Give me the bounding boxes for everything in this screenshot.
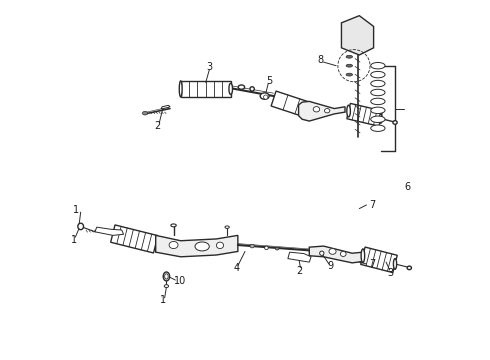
Polygon shape [111, 225, 158, 253]
Text: 6: 6 [404, 182, 411, 192]
Ellipse shape [371, 116, 385, 122]
Ellipse shape [371, 125, 385, 131]
Text: 7: 7 [368, 259, 375, 269]
Ellipse shape [346, 73, 352, 76]
Ellipse shape [361, 249, 365, 262]
Ellipse shape [264, 95, 268, 99]
Polygon shape [95, 227, 123, 235]
Polygon shape [156, 235, 238, 257]
Ellipse shape [260, 93, 269, 99]
Polygon shape [361, 247, 397, 273]
Text: 2: 2 [296, 266, 303, 276]
Ellipse shape [169, 242, 178, 249]
Ellipse shape [346, 55, 352, 58]
Ellipse shape [353, 32, 362, 39]
Ellipse shape [371, 98, 385, 105]
Polygon shape [181, 81, 231, 97]
Polygon shape [347, 103, 383, 126]
Ellipse shape [229, 83, 232, 95]
Ellipse shape [319, 251, 324, 255]
Polygon shape [298, 102, 345, 121]
Ellipse shape [355, 33, 360, 37]
Ellipse shape [143, 111, 147, 115]
Ellipse shape [265, 246, 268, 249]
Ellipse shape [379, 114, 382, 123]
Ellipse shape [164, 285, 169, 288]
Ellipse shape [347, 105, 350, 117]
Ellipse shape [165, 274, 168, 279]
Text: 3: 3 [388, 268, 394, 278]
Ellipse shape [250, 87, 254, 91]
Ellipse shape [163, 272, 170, 281]
Ellipse shape [371, 63, 385, 69]
Polygon shape [342, 16, 373, 55]
Ellipse shape [238, 85, 245, 89]
Ellipse shape [179, 81, 182, 97]
Ellipse shape [329, 249, 336, 254]
Text: 10: 10 [174, 276, 186, 287]
Text: 4: 4 [233, 263, 240, 273]
Ellipse shape [225, 226, 229, 228]
Text: 3: 3 [206, 62, 212, 72]
Ellipse shape [324, 109, 330, 113]
Text: 2: 2 [154, 121, 161, 131]
Text: 8: 8 [317, 55, 323, 65]
Text: 5: 5 [266, 76, 272, 86]
Ellipse shape [346, 64, 352, 67]
Ellipse shape [371, 71, 385, 78]
Polygon shape [271, 91, 312, 118]
Ellipse shape [217, 242, 223, 249]
Text: 1: 1 [71, 235, 76, 245]
Ellipse shape [171, 224, 176, 227]
Ellipse shape [371, 89, 385, 96]
Ellipse shape [195, 242, 209, 251]
Polygon shape [309, 246, 363, 263]
Ellipse shape [275, 247, 279, 250]
Text: 1: 1 [73, 205, 79, 215]
Polygon shape [288, 252, 311, 262]
Ellipse shape [78, 223, 83, 230]
Ellipse shape [393, 121, 397, 124]
Ellipse shape [250, 244, 254, 248]
Ellipse shape [313, 107, 319, 112]
Polygon shape [161, 105, 170, 109]
Ellipse shape [341, 251, 346, 256]
Text: 1: 1 [160, 296, 166, 305]
Ellipse shape [371, 80, 385, 87]
Ellipse shape [393, 258, 396, 269]
Ellipse shape [407, 266, 412, 270]
Text: 7: 7 [368, 200, 375, 210]
Text: 9: 9 [328, 261, 334, 271]
Ellipse shape [371, 107, 385, 113]
